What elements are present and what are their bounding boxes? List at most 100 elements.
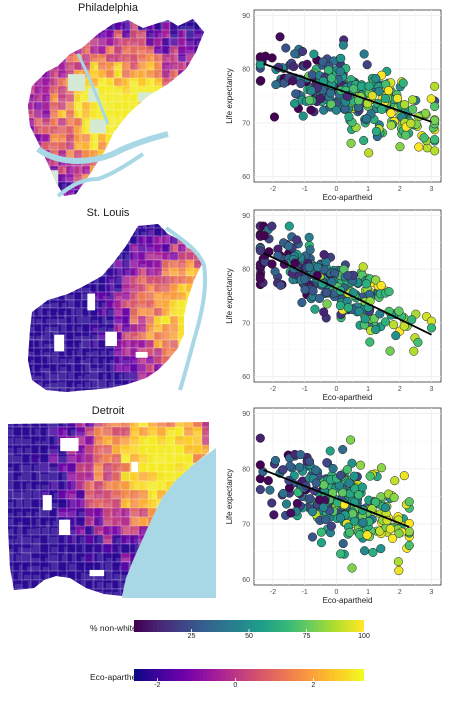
map-tract [153, 371, 167, 383]
map-tract [84, 471, 95, 482]
map-tract [210, 380, 218, 392]
scatter-point [404, 527, 414, 537]
x-tick-label: -2 [270, 186, 276, 193]
map-tract [41, 267, 57, 281]
colorbar-segment [183, 620, 189, 632]
map-tract [201, 29, 204, 39]
map-tract [49, 37, 60, 48]
map-tract [153, 101, 169, 115]
map-tract [28, 117, 31, 130]
scatter-point [420, 108, 431, 118]
scatter-point [319, 480, 329, 490]
map-tract [169, 109, 186, 122]
map-tract [201, 426, 209, 437]
map-tract [169, 117, 181, 129]
scatter-point [400, 100, 410, 110]
map-tract [129, 19, 142, 24]
map-tract [193, 125, 204, 135]
scatter-point [275, 32, 285, 42]
map-tract [185, 77, 200, 89]
scatter-point [300, 274, 310, 284]
colorbar-segment [329, 669, 334, 681]
map-tract [185, 93, 199, 104]
colorbar-segment [195, 620, 200, 632]
scatter-plot-philadelphia: -2 -1 0 1 2 3 60 70 80 90 Eco-apartheid Life expect… [222, 2, 447, 202]
colorbar-segment [241, 669, 246, 681]
map-tract [185, 141, 195, 155]
map-tract [73, 93, 84, 104]
colorbar-segment [180, 620, 185, 632]
scatter-point [338, 444, 348, 455]
colorbar-segment [153, 620, 158, 632]
map-tract [201, 21, 204, 31]
map-tract [169, 355, 182, 367]
map-tract [106, 198, 117, 199]
map-tract [97, 243, 108, 256]
map-tract [28, 181, 41, 191]
map-tract [28, 165, 33, 178]
scatter-point [259, 231, 269, 241]
map-tract [33, 189, 49, 196]
map-tract [48, 588, 65, 596]
map-tract [65, 243, 75, 257]
map-tract [41, 224, 51, 230]
map-tract [170, 198, 182, 199]
scatter-point [326, 521, 336, 531]
colorbar-segment [218, 620, 223, 632]
scatter-point [271, 80, 281, 90]
map-tract [65, 224, 80, 229]
colorbar-segment [252, 620, 258, 632]
colorbar-segment [214, 669, 219, 681]
map-tract [81, 19, 92, 25]
map-tract [30, 462, 42, 473]
map-tract [201, 141, 204, 153]
x-tick-label: 3 [430, 186, 434, 193]
map-tract [28, 181, 30, 191]
map-tract [73, 21, 88, 32]
map-tract [211, 427, 216, 440]
map-tract [121, 173, 132, 183]
map-tract [185, 157, 196, 169]
map-tract [185, 109, 196, 119]
map-tract [111, 570, 122, 581]
map-tract [185, 133, 197, 145]
scatter-point [399, 471, 409, 481]
map-tract [28, 165, 41, 178]
scatter-point [413, 337, 423, 347]
map-tract [121, 19, 134, 24]
colorbar-segment [157, 620, 162, 632]
map-tract [201, 307, 202, 320]
scatter-point [388, 320, 399, 330]
map-tract [193, 109, 204, 121]
y-tick-label: 80 [242, 466, 250, 473]
map-tract [113, 173, 129, 184]
scatter-point [322, 458, 332, 468]
map-tract [145, 117, 158, 127]
map-tract [186, 198, 194, 199]
map-tract [89, 19, 104, 26]
map-tract [201, 93, 204, 106]
map-tract [169, 173, 180, 186]
map-tract [89, 227, 103, 237]
map-tract [49, 251, 61, 261]
scatter-point [319, 307, 329, 317]
map-tract [201, 19, 204, 23]
map-tract [81, 189, 93, 196]
map-tract [177, 165, 187, 177]
map-tract [113, 224, 128, 230]
colorbar-segment [222, 669, 227, 681]
map-tract [169, 181, 184, 192]
map-tract [210, 284, 218, 296]
map-tract [33, 53, 47, 67]
scatter-point [313, 262, 323, 272]
st-louis-map [18, 220, 218, 395]
scatter-point [263, 476, 273, 486]
colorbar-segment [172, 620, 177, 632]
map-tract [113, 387, 129, 392]
colorbar-segment [245, 620, 250, 632]
scatter-point [296, 79, 306, 89]
map-gap [138, 92, 154, 102]
colorbar-segment [187, 669, 193, 681]
y-axis-label: Life expectancy [225, 68, 234, 124]
colorbar-segment [191, 669, 196, 681]
